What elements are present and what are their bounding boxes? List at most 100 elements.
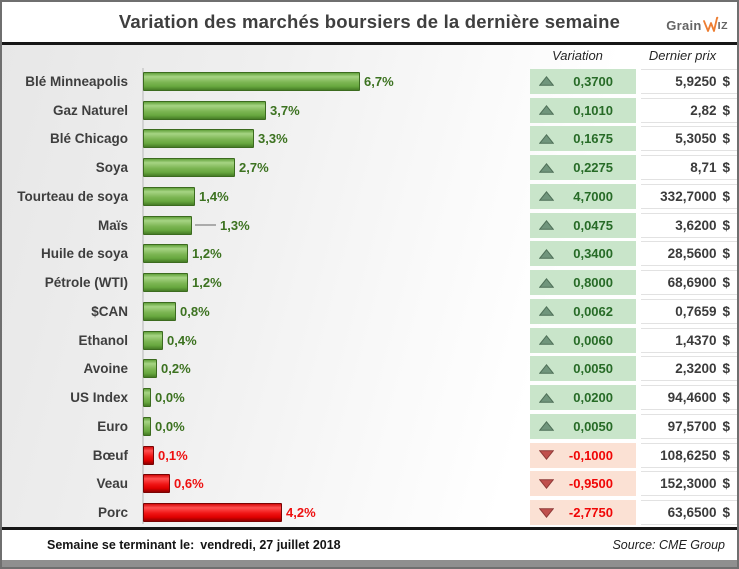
variation-cell: 0,8000 — [530, 270, 636, 296]
variation-value: 0,2275 — [573, 160, 613, 176]
up-arrow-icon — [539, 421, 554, 432]
table-row: Avoine 0,2% 0,0050 2,3200 $ — [2, 355, 737, 384]
bar-area: 0,4% — [136, 326, 530, 355]
price-cell: 8,71 $ — [641, 155, 737, 181]
price-value: 152,3000 — [660, 476, 717, 492]
logo-text-left: Grain — [666, 18, 702, 33]
table-row: Blé Chicago 3,3% 0,1675 5,3050 $ — [2, 125, 737, 154]
category-label: Tourteau de soya — [17, 188, 128, 204]
variation-cell: 0,1675 — [530, 126, 636, 152]
logo-text-right: iz — [717, 20, 728, 32]
price-value: 332,7000 — [660, 188, 717, 204]
price-value: 68,6900 — [667, 275, 717, 291]
category-label: Euro — [97, 418, 128, 434]
currency-symbol: $ — [722, 73, 730, 89]
currency-symbol: $ — [722, 188, 730, 204]
price-value: 2,82 — [690, 102, 717, 118]
variation-value: -2,7750 — [568, 505, 613, 521]
bar-value-label: 1,3% — [220, 217, 250, 233]
footer: Semaine se terminant le: vendredi, 27 jui… — [2, 530, 737, 560]
variation-value: 0,3400 — [573, 246, 613, 262]
bar — [143, 71, 360, 91]
variation-value: 0,0062 — [573, 303, 613, 319]
bar-area: 3,3% — [136, 125, 530, 154]
variation-value: -0,9500 — [568, 476, 613, 492]
bar-area: 1,2% — [136, 240, 530, 269]
category-label: Soya — [95, 160, 128, 176]
bar-area: 0,0% — [136, 412, 530, 441]
up-arrow-icon — [539, 392, 554, 403]
price-value: 28,5600 — [667, 246, 717, 262]
variation-cell: 0,0050 — [530, 356, 636, 382]
currency-symbol: $ — [722, 131, 730, 147]
bar-value-label: 3,3% — [258, 131, 288, 147]
variation-value: 0,1010 — [573, 102, 613, 118]
currency-symbol: $ — [722, 361, 730, 377]
up-arrow-icon — [539, 76, 554, 87]
column-headers: Variation Dernier prix — [2, 45, 737, 67]
bar — [143, 158, 235, 178]
up-arrow-icon — [539, 277, 554, 288]
bar-area: 4,2% — [136, 498, 530, 527]
bar-area: 0,2% — [136, 355, 530, 384]
price-cell: 5,9250 $ — [641, 68, 737, 94]
down-arrow-icon — [539, 450, 554, 461]
currency-symbol: $ — [722, 476, 730, 492]
bar — [143, 301, 176, 321]
bottom-divider — [2, 527, 737, 530]
variation-cell: 0,0050 — [530, 413, 636, 439]
price-cell: 63,6500 $ — [641, 500, 737, 526]
price-value: 1,4370 — [675, 332, 717, 348]
bar-value-label: 3,7% — [270, 102, 300, 118]
source-text: Source: CME Group — [612, 538, 725, 552]
variation-column-header: Variation — [552, 48, 603, 63]
page-title: Variation des marchés boursiers de la de… — [118, 11, 621, 32]
variation-cell: 0,0200 — [530, 385, 636, 411]
up-arrow-icon — [539, 363, 554, 374]
bar — [143, 416, 151, 436]
price-value: 108,6250 — [660, 447, 717, 463]
price-cell: 3,6200 $ — [641, 212, 737, 238]
price-cell: 28,5600 $ — [641, 241, 737, 267]
price-value: 63,6500 — [667, 505, 717, 521]
down-arrow-icon — [539, 479, 554, 489]
price-value: 2,3200 — [675, 361, 717, 377]
bar-area: 0,0% — [136, 383, 530, 412]
top-divider — [2, 42, 737, 45]
price-cell: 5,3050 $ — [641, 126, 737, 152]
price-value: 5,9250 — [675, 73, 717, 89]
bar — [143, 330, 163, 350]
table-row: Porc 4,2% -2,7750 63,6500 $ — [2, 498, 737, 527]
week-ending-date: vendredi, 27 juillet 2018 — [200, 538, 341, 552]
variation-value: 0,0200 — [573, 390, 613, 406]
price-cell: 0,7659 $ — [641, 298, 737, 324]
variation-value: 0,0050 — [573, 418, 613, 434]
variation-cell: 0,3700 — [530, 68, 636, 94]
bar-area: 0,8% — [136, 297, 530, 326]
bar — [143, 273, 188, 293]
price-cell: 108,6250 $ — [641, 442, 737, 468]
price-cell: 1,4370 $ — [641, 327, 737, 353]
currency-symbol: $ — [722, 102, 730, 118]
bar — [143, 474, 170, 494]
bar — [143, 244, 188, 264]
table-row: Pétrole (WTI) 1,2% 0,8000 68,6900 $ — [2, 268, 737, 297]
rows: Blé Minneapolis 6,7% 0,3700 5,9250 $ Gaz Natu… — [2, 67, 737, 527]
leader-line — [195, 224, 216, 227]
table-row: Bœuf 0,1% -0,1000 108,6250 $ — [2, 441, 737, 470]
variation-value: 0,1675 — [573, 131, 613, 147]
table-row: Ethanol 0,4% 0,0060 1,4370 $ — [2, 326, 737, 355]
price-value: 3,6200 — [675, 217, 717, 233]
variation-value: 0,0060 — [573, 332, 613, 348]
table-row: Tourteau de soya 1,4% 4,7000 332,7000 $ — [2, 182, 737, 211]
variation-value: 4,7000 — [573, 188, 613, 204]
price-value: 0,7659 — [675, 303, 717, 319]
bottom-gray-strip — [2, 560, 737, 567]
bar-value-label: 0,8% — [180, 303, 210, 319]
currency-symbol: $ — [722, 217, 730, 233]
bar-value-label: 0,6% — [174, 476, 204, 492]
week-ending-text: Semaine se terminant le: vendredi, 27 jui… — [47, 538, 341, 552]
currency-symbol: $ — [722, 332, 730, 348]
bar-value-label: 1,4% — [199, 188, 229, 204]
